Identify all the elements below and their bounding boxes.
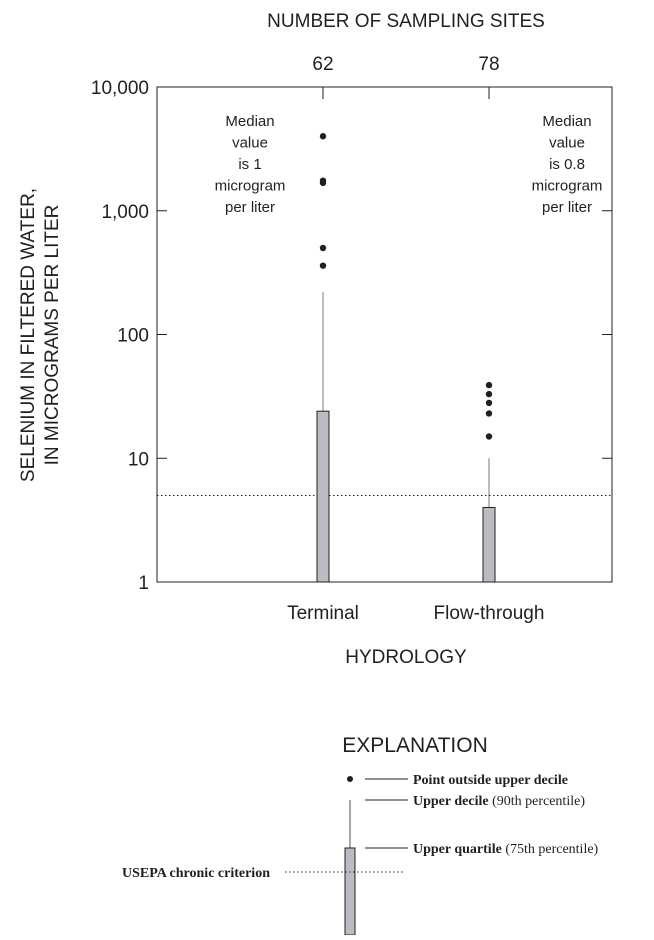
outlier [485,381,493,389]
top-axis-title: NUMBER OF SAMPLING SITES [267,11,545,32]
outlier [485,399,493,407]
legend-label: Upper quartile (75th percentile) [413,842,599,857]
legend-label-bold: Upper decile [413,794,489,809]
annotation: is 0.8 [549,156,585,173]
annotation: value [232,135,268,152]
legend-label-note: (90th percentile) [492,794,585,809]
legend: Point outside upper decile Upper decile … [122,773,599,936]
x-tick-label: Flow-through [434,603,545,624]
y-axis-title: SELENIUM IN FILTERED WATER, [18,188,39,482]
legend-label: USEPA chronic criterion [122,866,270,881]
legend-title: EXPLANATION [342,734,487,757]
outlier [485,410,493,417]
y-tick-label: 10,000 [91,78,149,99]
legend-label: Upper decile (90th percentile) [413,794,585,809]
annotation: is 1 [238,156,261,173]
y-tick-label: 1 [138,573,149,594]
outlier [485,433,493,440]
x-tick-label: Terminal [287,603,359,624]
outlier [319,179,327,187]
outlier [485,390,493,398]
legend-label-note: (75th percentile) [505,842,598,857]
outlier [319,133,327,140]
plot-frame [156,86,613,583]
annotation: Median [542,113,591,130]
box [316,410,330,583]
outlier [319,244,327,252]
y-tick-label: 1,000 [101,202,149,223]
x-axis-title: HYDROLOGY [345,647,467,668]
annotation: per liter [225,199,275,216]
annotation: microgram [215,178,286,195]
box [482,506,496,583]
y-tick-label: 100 [117,326,149,347]
site-count: 62 [312,54,333,75]
annotation: Median [225,113,274,130]
y-tick-label: 10 [128,449,149,470]
legend-point [347,776,353,782]
y-axis-title: IN MICROGRAMS PER LITER [42,205,63,466]
outlier [319,262,327,269]
legend-box [344,847,356,936]
annotation: microgram [532,178,603,195]
annotation: value [549,135,585,152]
legend-label-bold: Upper quartile [413,842,502,857]
legend-label: Point outside upper decile [413,773,568,788]
site-count: 78 [478,54,499,75]
annotation: per liter [542,199,592,216]
